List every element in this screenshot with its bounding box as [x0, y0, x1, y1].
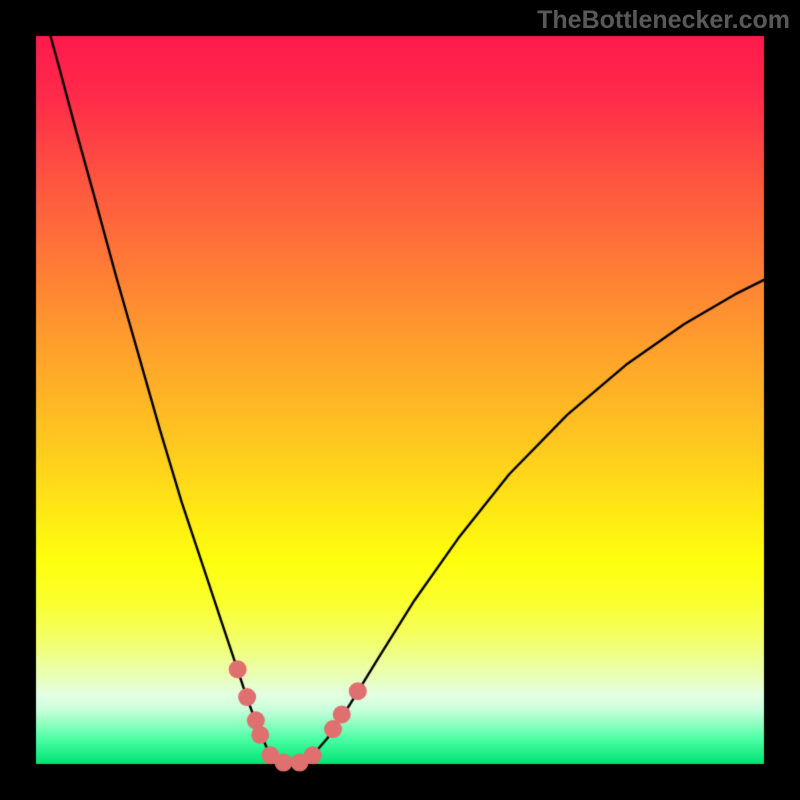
chart-stage: TheBottlenecker.com: [0, 0, 800, 800]
watermark-text: TheBottlenecker.com: [537, 6, 790, 35]
bottleneck-curve-chart: [0, 0, 800, 800]
